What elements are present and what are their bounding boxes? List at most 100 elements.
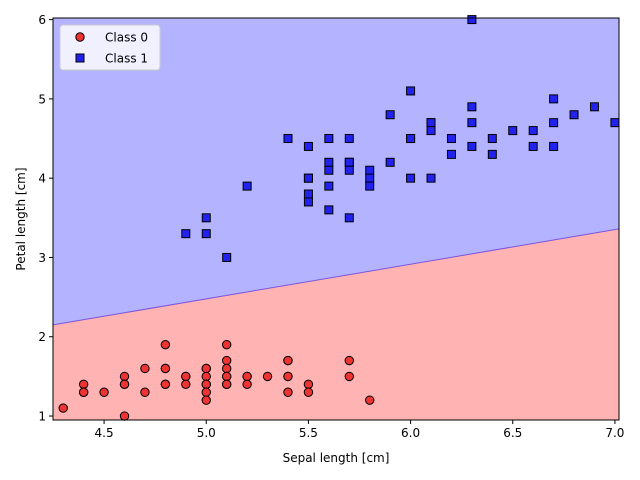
class-0-point [201,371,211,382]
class-0-point [283,387,293,397]
class-0-point [221,355,232,366]
x-axis-ticks: 4.5 5.0 5.5 6.0 6.5 7.0 [95,420,624,440]
class-1-point [406,134,416,144]
y-tick-label: 6 [38,13,46,27]
decision-regions [52,18,620,420]
class-0-point [242,371,252,382]
class-1-point [528,126,538,136]
class-0-point [160,363,171,374]
class-0-point [181,379,191,390]
class-1-point [426,118,436,128]
x-tick-label: 6.0 [401,426,420,440]
class-1-point [303,197,313,207]
class-1-point [365,173,375,183]
class-0-point [160,339,171,350]
class-0-point [119,411,130,421]
y-axis-ticks: 1 2 3 4 5 6 [38,13,53,424]
class-1-point [467,102,477,112]
class-1-point [283,134,293,144]
class-1-point [201,213,211,223]
class-0-point [181,371,191,382]
class-0-point [283,371,293,382]
class-1-point [549,118,559,128]
class-0-point [201,387,211,397]
class-1-point [324,181,334,191]
y-tick-label: 3 [38,251,46,265]
class-1-point [467,141,477,151]
legend: Class 0 Class 1 [59,24,161,71]
decision-boundary [52,228,620,326]
class-0-point [119,371,130,382]
class-0-point [221,371,232,382]
class-1-point [467,15,477,25]
class-0-point [303,387,314,397]
y-tick-label: 5 [38,92,46,106]
legend-box [59,24,161,71]
class-1-point [528,141,538,151]
class-1-point [589,102,599,112]
class-1-point [406,173,416,183]
class-0-point [221,363,232,374]
class-0-point [140,363,150,374]
class-0-point [99,387,109,397]
x-tick-label: 6.5 [503,426,522,440]
x-tick-label: 4.5 [95,426,114,440]
class-1-point [426,126,436,136]
class-1-point [303,189,313,199]
x-axis-label: Sepal length [cm] [283,451,390,465]
class-1-point [201,229,211,239]
y-tick-label: 2 [38,330,46,344]
class-1-point [365,165,375,175]
class-1-point [446,134,456,144]
class-1-point [324,205,334,215]
class-0-point [78,379,89,390]
class-1-point [365,181,375,191]
class-1-point [344,213,354,223]
class-1-point [610,118,620,128]
legend-marker-class-1 [75,53,85,63]
class-1-point [324,165,334,175]
class-1-point [242,181,252,191]
class-0-point [283,355,293,366]
x-tick-label: 7.0 [605,426,624,440]
class-0-point [201,363,211,374]
legend-marker-class-0 [75,32,85,42]
class-1-point [487,134,497,144]
class-0-point [262,371,273,382]
class-1-point [467,118,477,128]
class-0-point [140,387,150,397]
class-1-point [426,173,436,183]
class-1-point [181,229,191,239]
class-0-point [78,387,89,397]
class-1-point [385,157,395,167]
legend-label-class-1: Class 1 [105,52,148,66]
class-0-point [221,379,232,390]
class-0-point [58,403,68,413]
class-1-point [303,141,313,151]
class-1-point [344,134,354,144]
axes [52,17,620,421]
class-0-point [242,379,252,390]
x-tick-label: 5.0 [197,426,216,440]
class-1-point [324,134,334,144]
class-0-point [365,395,375,405]
class-0-point [160,379,171,390]
class-1-point [385,110,395,120]
x-tick-label: 5.5 [299,426,318,440]
class-1-point [569,110,579,120]
region-class-1 [53,18,619,325]
class-1-point [549,94,559,104]
y-axis-label: Petal length [cm] [14,167,28,270]
class-1-point [549,141,559,151]
class-1-point [406,86,416,96]
class-0-point [201,395,211,405]
class-1-point [344,157,354,167]
class-0-point [201,379,211,390]
y-tick-label: 4 [38,172,46,186]
data-points [58,15,620,421]
region-class-0 [53,228,619,420]
class-1-point [446,149,456,159]
class-1-point [324,157,334,167]
class-1-point [222,252,232,262]
